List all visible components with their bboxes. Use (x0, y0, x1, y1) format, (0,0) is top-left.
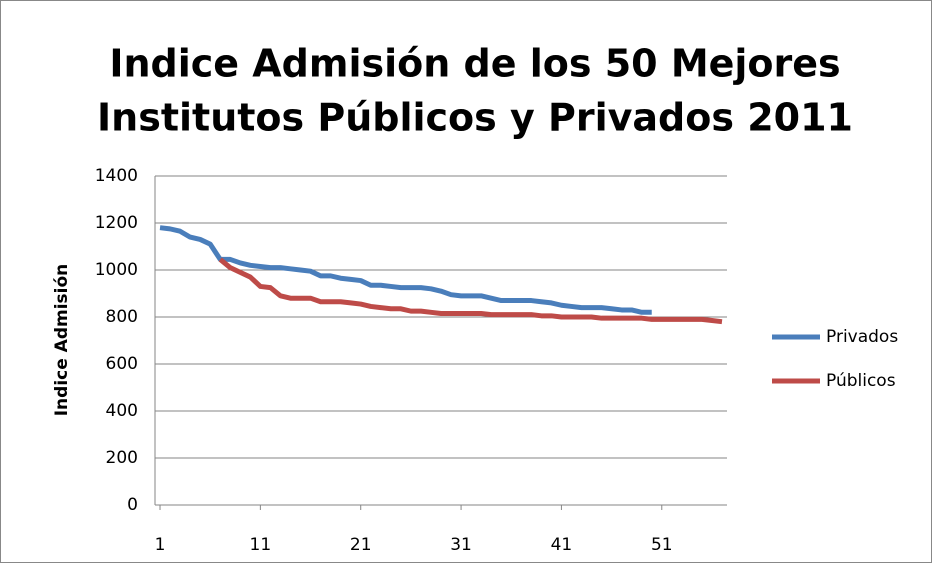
y-tick-label: 0 (127, 495, 138, 515)
y-tick-label: 1200 (95, 213, 138, 233)
x-tick-label: 21 (350, 535, 372, 555)
x-tick-label: 11 (250, 535, 272, 555)
y-tick-label: 400 (106, 401, 138, 421)
line-series (159, 225, 652, 315)
x-tick-label: 1 (155, 535, 166, 555)
y-tick-label: 1400 (95, 166, 138, 186)
x-tick-label: 31 (450, 535, 472, 555)
x-tick-label: 51 (651, 535, 673, 555)
legend-label: Privados (826, 327, 898, 347)
y-tick-label: 200 (106, 448, 138, 468)
y-axis-label: Indice Admisión (52, 264, 72, 417)
legend-label: Públicos (826, 371, 896, 391)
y-tick-label: 1000 (95, 260, 138, 280)
x-tick-label: 41 (551, 535, 573, 555)
line-series (218, 257, 723, 325)
y-tick-label: 800 (106, 307, 138, 327)
chart-title: Indice Admisión de los 50 Mejores (109, 42, 840, 86)
y-tick-label: 600 (106, 354, 138, 374)
chart-title: Institutos Públicos y Privados 2011 (97, 96, 853, 140)
